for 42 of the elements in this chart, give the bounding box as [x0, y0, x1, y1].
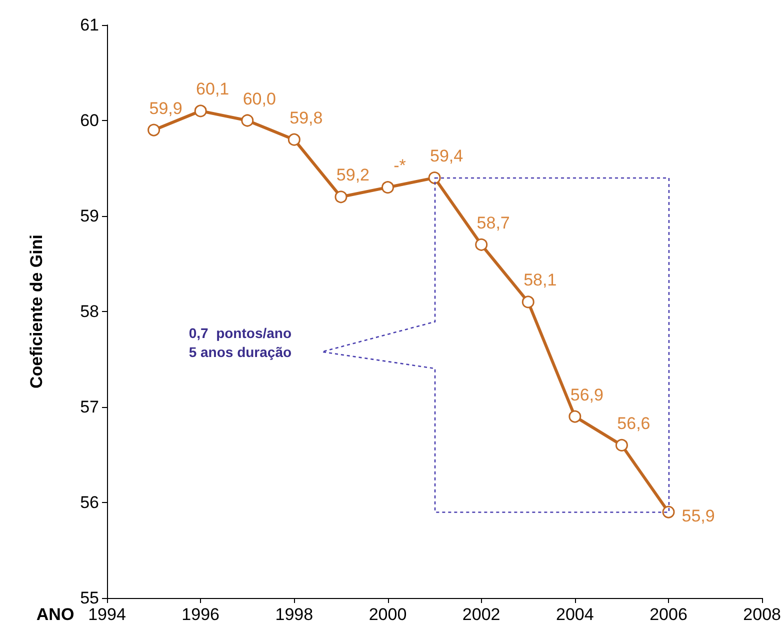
- x-tick-label: 1998: [275, 605, 314, 624]
- x-tick-label: 1994: [88, 605, 126, 624]
- point: [615, 438, 628, 452]
- point: [662, 506, 675, 518]
- point: [522, 296, 534, 308]
- point: [428, 172, 441, 184]
- data-label: 59,4: [430, 146, 464, 166]
- y-axis-title: Coeficiente de Gini: [27, 234, 46, 388]
- data-label: 59,9: [149, 98, 182, 118]
- data-label: 60,0: [242, 89, 276, 108]
- y-tick-label: 59: [80, 206, 99, 226]
- y-tick-label: 57: [80, 398, 99, 416]
- y-tick-label: 55: [80, 588, 99, 608]
- data-label: 59,8: [290, 108, 323, 128]
- data-label: 55,9: [682, 506, 715, 526]
- data-label: 60,1: [196, 80, 230, 99]
- data-label: 58,7: [476, 213, 510, 232]
- x-tick-label: 2006: [650, 605, 688, 624]
- x-tick-label: 2004: [556, 605, 594, 624]
- x-tick-label: 2008: [743, 605, 782, 624]
- x-tick-label: 2000: [368, 605, 407, 624]
- point: [288, 133, 300, 146]
- point: [334, 190, 348, 204]
- data-label: 59,2: [336, 166, 370, 185]
- point: [475, 238, 488, 251]
- point: [568, 410, 582, 423]
- point: [194, 104, 207, 118]
- data-label: 58,1: [524, 270, 557, 290]
- data-label: 56,6: [617, 414, 650, 433]
- data-label: -*: [394, 156, 406, 176]
- annotation: 0,7 pontos/ano 5 anos duração: [188, 325, 292, 360]
- data-label: 56,9: [570, 385, 604, 404]
- y-tick-label: 61: [80, 16, 99, 34]
- point: [241, 114, 254, 127]
- point: [148, 124, 160, 136]
- y-tick-label: 60: [80, 111, 99, 130]
- x-tick-label: 1996: [182, 605, 220, 624]
- y-tick-label: 56: [80, 493, 99, 512]
- y-tick-label: 58: [80, 302, 99, 321]
- x-axis-title: ANO: [36, 605, 74, 624]
- point: [382, 181, 394, 194]
- x-tick-label: 2002: [462, 605, 500, 624]
